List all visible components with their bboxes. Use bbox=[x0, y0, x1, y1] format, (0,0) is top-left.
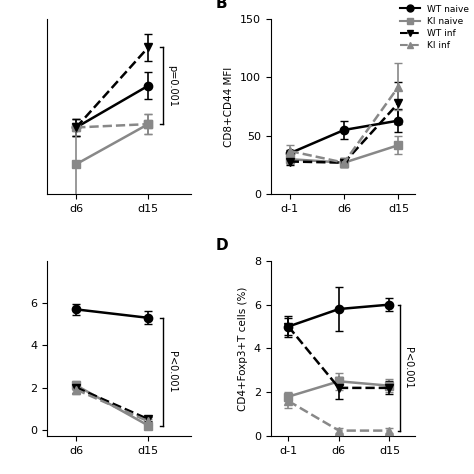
Text: B: B bbox=[216, 0, 228, 11]
Text: P<0.001: P<0.001 bbox=[402, 347, 413, 388]
Legend: WT naive, KI naive, WT inf, KI inf: WT naive, KI naive, WT inf, KI inf bbox=[401, 5, 469, 50]
Y-axis label: CD4+Foxp3+T cells (%): CD4+Foxp3+T cells (%) bbox=[238, 286, 248, 410]
Text: D: D bbox=[216, 238, 228, 253]
Text: p=0.001: p=0.001 bbox=[167, 65, 177, 107]
Text: P<0.001: P<0.001 bbox=[167, 351, 177, 392]
Y-axis label: CD8+CD44 MFI: CD8+CD44 MFI bbox=[224, 66, 235, 147]
